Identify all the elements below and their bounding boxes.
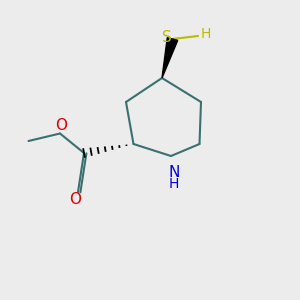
Text: O: O	[69, 192, 81, 207]
Text: S: S	[162, 30, 171, 45]
Text: H: H	[169, 178, 179, 191]
Text: N: N	[168, 165, 180, 180]
Polygon shape	[162, 38, 178, 78]
Text: O: O	[56, 118, 68, 133]
Text: H: H	[200, 28, 211, 41]
